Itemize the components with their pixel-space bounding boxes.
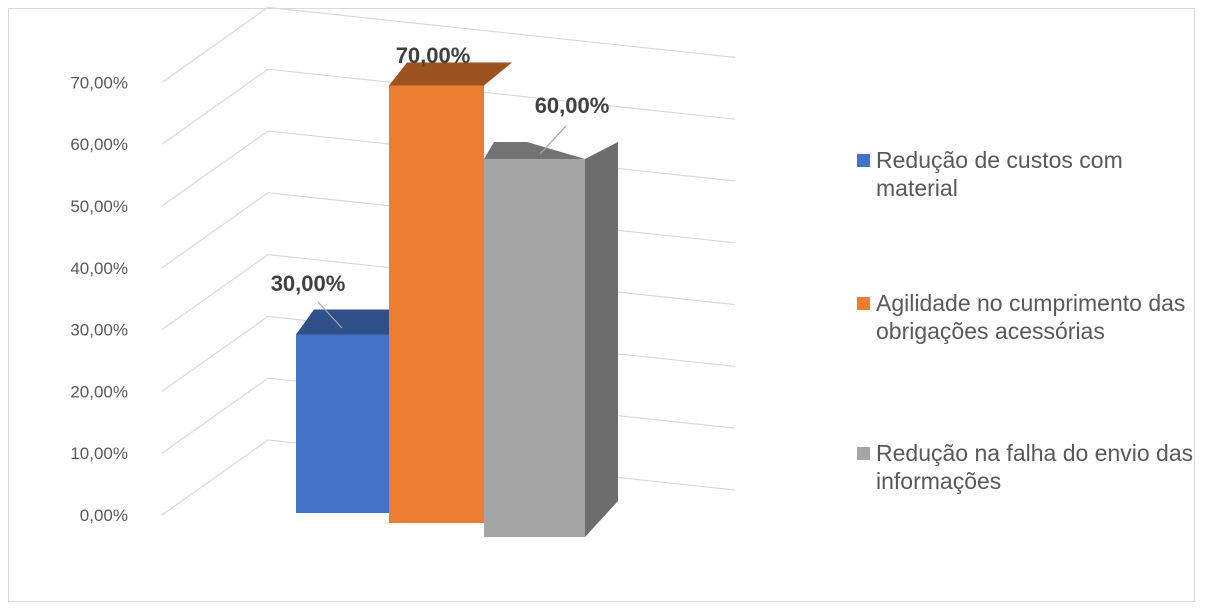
bar-front [296, 334, 389, 513]
y-tick-label: 0,00% [80, 506, 128, 525]
y-axis-ticks: 0,00% 10,00% 20,00% 30,00% 40,00% 50,00% 60,00… [70, 73, 128, 525]
y-tick-label: 40,00% [70, 259, 128, 278]
bar-2 [389, 62, 512, 523]
legend-item-1: Redução de custos com material [857, 146, 1197, 202]
y-tick-label: 10,00% [70, 444, 128, 463]
legend-label-1: Redução de custos com material [876, 147, 1123, 201]
bar-top [389, 62, 512, 86]
legend-swatch-2 [857, 297, 870, 310]
gridline [161, 6, 736, 83]
data-label-leader [539, 125, 567, 155]
y-tick-label: 20,00% [70, 382, 128, 401]
y-tick-label: 50,00% [70, 197, 128, 216]
bars [296, 62, 618, 537]
legend-item-3: Redução na falha do envio das informaçõe… [857, 439, 1197, 495]
data-label-1: 30,00% [271, 271, 346, 296]
data-labels: 30,00% 70,00% 60,00% [271, 43, 610, 329]
legend-item-2: Agilidade no cumprimento das obrigações … [857, 289, 1197, 345]
bar-3 [484, 142, 618, 537]
y-tick-label: 30,00% [70, 321, 128, 340]
legend-swatch-1 [857, 154, 870, 167]
data-label-3: 60,00% [535, 93, 610, 118]
bar-front [389, 85, 484, 523]
bar-front [484, 159, 585, 537]
data-label-2: 70,00% [396, 43, 471, 68]
bar-top [296, 309, 407, 335]
gridline [161, 68, 736, 145]
data-label-leader [317, 301, 343, 329]
bar-side [585, 142, 618, 537]
legend-swatch-3 [857, 447, 870, 460]
y-tick-label: 60,00% [70, 135, 128, 154]
legend-label-2: Agilidade no cumprimento das obrigações … [876, 290, 1186, 344]
legend-label-3: Redução na falha do envio das informaçõe… [876, 440, 1194, 494]
y-tick-label: 70,00% [70, 73, 128, 92]
bar-top [484, 142, 585, 159]
bar-1 [296, 309, 407, 513]
